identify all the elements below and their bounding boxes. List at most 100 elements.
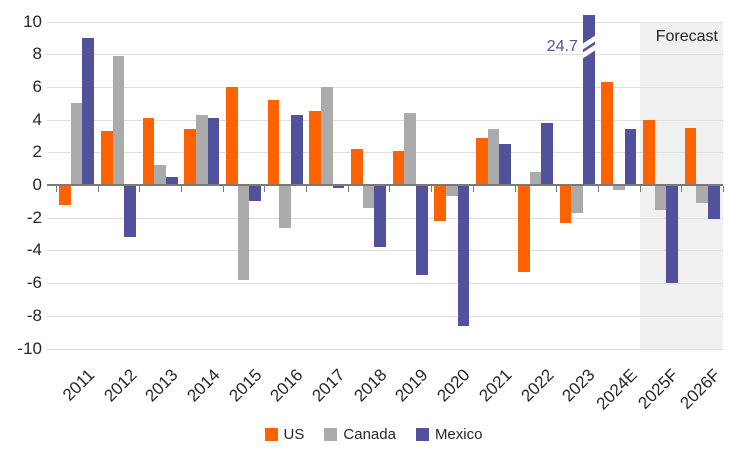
bar-mexico-2015 xyxy=(249,185,261,202)
bar-mexico-2021 xyxy=(499,144,512,185)
bar-mexico-2013 xyxy=(165,176,178,185)
axis-tick xyxy=(180,186,182,192)
bar-us-2017 xyxy=(309,111,321,185)
bar-mexico-2020 xyxy=(457,185,470,326)
y-axis-label: 2 xyxy=(32,142,42,162)
bar-canada-2016 xyxy=(279,185,291,228)
gridline xyxy=(47,152,723,154)
bar-us-2020 xyxy=(434,185,447,221)
bar-us-2018 xyxy=(351,149,363,185)
bar-us-2022 xyxy=(517,185,530,272)
y-axis-label: -6 xyxy=(26,273,42,293)
bar-canada-2023 xyxy=(571,185,583,213)
axis-tick xyxy=(639,186,641,192)
bar-mexico-2024E xyxy=(624,129,637,185)
bar-us-2013 xyxy=(142,117,155,185)
gridline xyxy=(47,250,723,252)
gridline xyxy=(47,119,723,121)
bar-canada-2013 xyxy=(154,165,166,185)
x-axis-label-2017: 2017 xyxy=(308,365,349,406)
bar-mexico-2012 xyxy=(124,185,136,238)
bar-canada-2014 xyxy=(195,114,208,185)
x-axis-label-2018: 2018 xyxy=(350,365,391,406)
axis-tick xyxy=(389,186,391,192)
axis-tick xyxy=(55,186,57,192)
legend-label: Mexico xyxy=(434,426,483,443)
bar-canada-2021 xyxy=(487,129,500,185)
bar-canada-2017 xyxy=(321,86,333,185)
bar-mexico-2011 xyxy=(82,37,95,185)
gridline xyxy=(47,315,723,317)
y-axis-label: 10 xyxy=(23,11,42,31)
x-axis-label-2015: 2015 xyxy=(224,365,266,406)
y-axis-label: 8 xyxy=(32,44,42,64)
bar-mexico-2022 xyxy=(541,122,553,185)
bar-canada-2025F xyxy=(654,185,667,210)
bar-canada-2011 xyxy=(70,103,83,185)
legend-label: Canada xyxy=(343,426,396,443)
bar-mexico-2014 xyxy=(207,117,220,185)
gridline xyxy=(47,86,723,88)
axis-tick xyxy=(264,186,266,192)
y-axis-label: 4 xyxy=(32,109,42,129)
bar-mexico-2023 xyxy=(582,14,595,185)
bar-mexico-2025F xyxy=(666,185,678,284)
gridline xyxy=(47,348,723,350)
bar-us-2026F xyxy=(684,127,697,185)
bar-canada-2026F xyxy=(696,185,708,203)
gridline xyxy=(47,54,723,56)
bar-mexico-2019 xyxy=(416,185,428,275)
x-axis-label-2020: 2020 xyxy=(433,365,474,406)
x-axis-label-2022: 2022 xyxy=(516,365,558,406)
bar-us-2023 xyxy=(559,185,572,223)
axis-tick xyxy=(556,186,558,192)
bar-us-2012 xyxy=(100,131,113,185)
x-axis-label-2013: 2013 xyxy=(141,365,182,406)
bar-us-2014 xyxy=(184,129,196,185)
legend-swatch-mexico xyxy=(415,428,429,441)
bar-mexico-2026F xyxy=(707,185,720,220)
y-axis-label: -4 xyxy=(26,240,42,260)
y-axis-label: -10 xyxy=(17,338,42,358)
bar-canada-2012 xyxy=(112,55,125,185)
bar-mexico-2016 xyxy=(290,114,303,185)
legend-item-canada: Canada xyxy=(324,426,396,443)
bar-canada-2022 xyxy=(529,171,542,185)
legend-item-mexico: Mexico xyxy=(415,426,483,443)
legend: US Canada Mexico xyxy=(0,426,747,443)
x-axis-label-2021: 2021 xyxy=(475,365,516,406)
bar-mexico-2018 xyxy=(374,185,387,248)
x-axis-label-2014: 2014 xyxy=(183,365,224,406)
y-axis-label: 6 xyxy=(32,76,42,96)
legend-item-us: US xyxy=(264,426,305,443)
axis-tick xyxy=(306,186,307,192)
axis-tick xyxy=(431,186,433,192)
y-axis-label: 0 xyxy=(32,175,42,194)
axis-tick xyxy=(597,186,599,192)
bar-canada-2018 xyxy=(362,185,375,208)
bar-us-2019 xyxy=(392,150,405,185)
gridline xyxy=(47,283,723,285)
bar-us-2016 xyxy=(267,99,280,185)
axis-tick xyxy=(681,186,683,192)
gridline xyxy=(47,21,723,23)
bar-canada-2020 xyxy=(446,185,458,197)
legend-swatch-canada xyxy=(324,428,338,441)
bar-canada-2015 xyxy=(237,185,250,280)
axis-tick xyxy=(347,186,349,192)
axis-tick xyxy=(514,186,516,192)
bar-us-2011 xyxy=(59,185,71,205)
x-axis-label-2016: 2016 xyxy=(266,365,307,406)
bar-us-2024E xyxy=(601,81,613,185)
x-axis-label-2025F: 2025F xyxy=(634,365,683,413)
axis-tick xyxy=(222,186,224,192)
y-axis-label: -2 xyxy=(26,207,42,227)
axis-tick xyxy=(139,186,141,192)
legend-swatch-us xyxy=(264,428,278,441)
bar-us-2025F xyxy=(642,119,655,185)
bar-mexico-2017 xyxy=(332,185,345,189)
x-axis-label-2011: 2011 xyxy=(59,365,99,405)
legend-label: US xyxy=(283,426,305,443)
x-axis-line xyxy=(47,184,723,186)
